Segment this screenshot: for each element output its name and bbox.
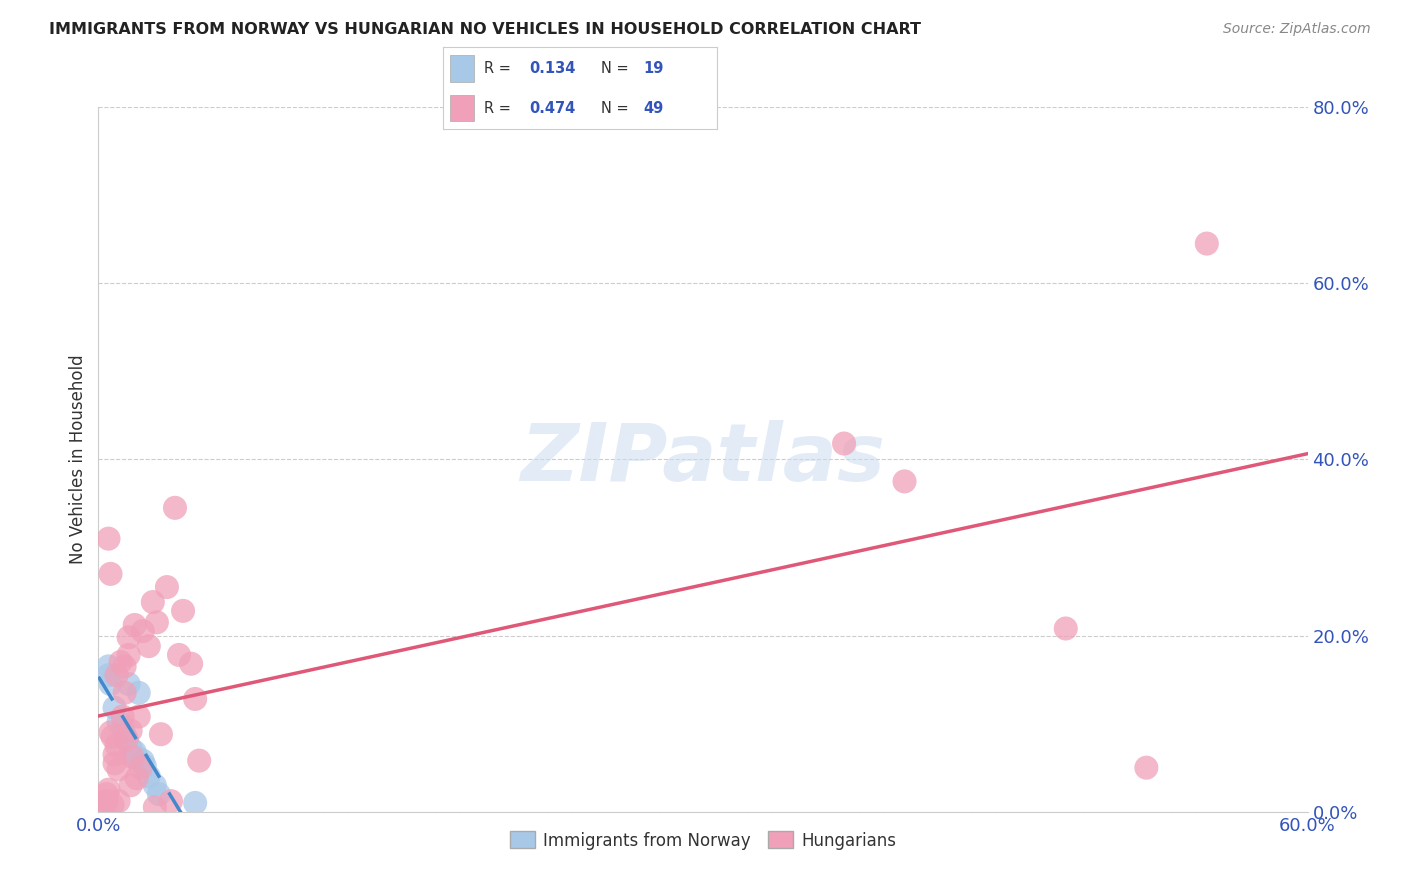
Text: 49: 49 (643, 101, 664, 115)
Point (114, 727, 136, 741)
Point (103, 747, 125, 762)
Point (1135, 761, 1157, 775)
Point (118, 677, 141, 691)
Point (103, 700, 125, 714)
Point (167, 648, 190, 662)
Legend: Immigrants from Norway, Hungarians: Immigrants from Norway, Hungarians (503, 825, 903, 856)
Point (118, 630, 141, 644)
Point (120, 723, 142, 738)
Point (132, 624, 155, 639)
Point (128, 709, 150, 723)
Text: N =: N = (600, 101, 633, 115)
Point (138, 769, 160, 784)
Point (115, 732, 138, 747)
Point (97, 659, 120, 673)
Point (128, 686, 150, 700)
Point (103, 756, 125, 771)
Point (97, 532, 120, 546)
Point (163, 500, 186, 515)
Point (101, 797, 124, 812)
Point (107, 794, 129, 808)
Point (100, 677, 122, 691)
Point (101, 730, 124, 744)
Point (156, 580, 179, 594)
Point (129, 761, 152, 775)
Text: R =: R = (484, 62, 516, 76)
Point (100, 566, 122, 581)
Point (114, 686, 136, 700)
Text: R =: R = (484, 101, 516, 115)
Text: ZIPatlas: ZIPatlas (520, 420, 886, 499)
Point (132, 754, 155, 768)
Point (121, 750, 143, 764)
Point (93, 797, 115, 812)
Point (143, 800, 166, 814)
Point (105, 739, 128, 753)
Point (120, 741, 142, 756)
Point (180, 657, 202, 671)
Y-axis label: No Vehicles in Household: No Vehicles in Household (69, 354, 87, 565)
Point (120, 778, 142, 792)
Point (97, 668, 120, 682)
Point (124, 618, 146, 632)
Text: 19: 19 (643, 62, 664, 76)
Point (100, 725, 122, 739)
Text: 0.474: 0.474 (529, 101, 575, 115)
Point (893, 475, 915, 489)
Point (111, 721, 134, 735)
Text: N =: N = (600, 62, 633, 76)
Point (832, 436, 855, 450)
Point (107, 714, 129, 729)
Point (111, 709, 134, 723)
Point (1195, 236, 1218, 251)
Point (1054, 622, 1077, 636)
Point (118, 648, 141, 662)
Point (134, 759, 156, 773)
Point (184, 796, 207, 810)
Point (138, 639, 160, 653)
Text: 0.134: 0.134 (529, 62, 575, 76)
Point (143, 778, 166, 792)
Point (96, 787, 118, 801)
Point (105, 668, 128, 682)
Point (188, 754, 211, 768)
Point (114, 659, 136, 673)
Text: IMMIGRANTS FROM NORWAY VS HUNGARIAN NO VEHICLES IN HOUSEHOLD CORRELATION CHART: IMMIGRANTS FROM NORWAY VS HUNGARIAN NO V… (49, 22, 921, 37)
Point (96, 794, 118, 808)
Point (172, 604, 194, 618)
Point (160, 794, 183, 808)
Point (125, 750, 148, 764)
FancyBboxPatch shape (450, 55, 474, 82)
Point (148, 787, 170, 801)
Point (107, 763, 129, 777)
Point (125, 771, 148, 785)
Point (115, 732, 138, 747)
FancyBboxPatch shape (450, 95, 474, 121)
Point (110, 655, 132, 669)
Point (149, 727, 172, 741)
Point (91, 796, 114, 810)
Point (146, 615, 169, 630)
Text: Source: ZipAtlas.com: Source: ZipAtlas.com (1223, 22, 1371, 37)
Point (97, 782, 120, 797)
Point (124, 745, 146, 759)
Point (142, 595, 165, 609)
Point (184, 692, 207, 706)
